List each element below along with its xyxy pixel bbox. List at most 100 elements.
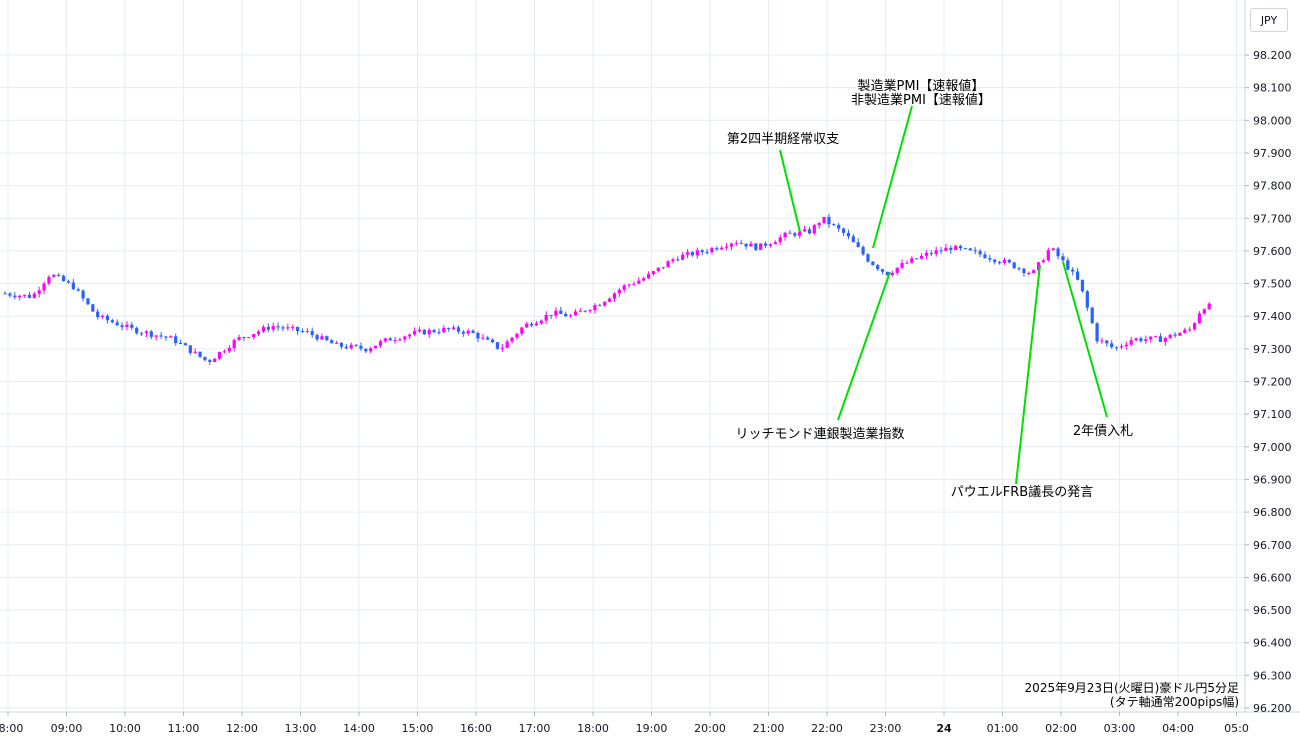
candle-body — [939, 250, 943, 252]
candle-body — [637, 280, 641, 284]
candle-body — [1075, 271, 1080, 280]
candle-body — [1124, 344, 1128, 347]
chart-caption-line1: 2025年9月23日(火曜日)豪ドル円5分足 — [1025, 680, 1239, 695]
candle-body — [217, 352, 222, 359]
candle-body — [924, 252, 929, 256]
candle-body — [724, 246, 729, 248]
y-tick-label: 96.200 — [1253, 702, 1292, 715]
candle-body — [159, 335, 163, 337]
candle-body — [895, 267, 899, 273]
y-tick-label: 97.000 — [1253, 441, 1292, 454]
candle-body — [330, 340, 334, 344]
candle-body — [671, 259, 675, 262]
candle-body — [471, 330, 475, 333]
candle-body — [627, 284, 631, 286]
candle-body — [705, 252, 709, 254]
candle-body — [447, 327, 451, 329]
candle-body — [203, 356, 207, 361]
candle-body — [344, 346, 348, 349]
candle-body — [276, 326, 280, 328]
candle-body — [408, 334, 412, 337]
candle-body — [851, 236, 855, 243]
candle-body — [876, 265, 880, 270]
candle-body — [812, 225, 816, 234]
candle-body — [364, 348, 368, 352]
candle-body — [432, 330, 436, 333]
y-tick-label: 98.200 — [1253, 49, 1292, 62]
candle-body — [339, 342, 344, 347]
candle-body — [1119, 346, 1124, 348]
candle-body — [539, 320, 543, 324]
candle-body — [393, 339, 397, 341]
candle-body — [1002, 259, 1007, 263]
candle-body — [715, 248, 719, 250]
candle-body — [681, 254, 685, 260]
y-tick-label: 97.400 — [1253, 310, 1292, 323]
candle-body — [1036, 262, 1041, 271]
x-tick-label: 04:00 — [1162, 722, 1194, 735]
candle-body — [486, 337, 490, 340]
candle-body — [646, 274, 651, 279]
y-tick-label: 96.500 — [1253, 604, 1292, 617]
candle-body — [369, 348, 373, 352]
candle-body — [880, 269, 885, 272]
y-tick-label: 96.400 — [1253, 637, 1292, 650]
candle-body — [1188, 329, 1192, 331]
candle-body — [149, 331, 153, 337]
candle-body — [578, 310, 582, 312]
x-tick-label: 23:00 — [870, 722, 902, 735]
y-axis: 98.200 98.100 98.000 97.900 97.800 97.700 97.6… — [1245, 49, 1292, 715]
y-tick-label: 96.700 — [1253, 539, 1292, 552]
candle-body — [188, 345, 192, 353]
candle-body — [954, 245, 958, 251]
x-tick-label: 12:00 — [226, 722, 258, 735]
candle-body — [315, 335, 319, 340]
y-tick-label: 98.000 — [1253, 114, 1292, 127]
candle-body — [963, 248, 968, 250]
x-tick-label: 18:00 — [577, 722, 609, 735]
candle-body — [18, 295, 22, 298]
candle-body — [1090, 307, 1094, 324]
candle-body — [256, 331, 261, 335]
candle-body — [232, 339, 236, 349]
candle-body — [139, 333, 144, 335]
candle-body — [622, 285, 626, 290]
candle-body — [22, 294, 27, 296]
candle-body — [1173, 334, 1177, 336]
candle-body — [949, 247, 953, 251]
candle-body — [57, 274, 61, 276]
candles — [3, 213, 1211, 366]
candle-body — [544, 314, 548, 321]
candle-body — [1144, 339, 1148, 341]
candle-body — [61, 275, 66, 282]
candle-body — [1153, 336, 1158, 338]
candle-body — [958, 245, 963, 249]
x-tick-label: 16:00 — [460, 722, 492, 735]
candle-body — [37, 290, 41, 294]
candle-body — [739, 243, 743, 245]
candle-body — [515, 333, 519, 338]
candle-body — [13, 295, 17, 298]
currency-badge[interactable]: JPY — [1250, 8, 1288, 32]
candle-body — [135, 327, 139, 334]
candle-body — [144, 331, 149, 334]
candle-body — [568, 315, 573, 317]
candle-body — [81, 290, 85, 299]
x-axis: 8:00 09:00 10:00 11:00 12:00 13:00 14:00 15:00 1… — [0, 712, 1249, 735]
candle-body — [802, 229, 807, 232]
candle-body — [266, 326, 270, 330]
candle-body — [437, 332, 441, 334]
candle-body — [1051, 248, 1055, 251]
candle-body — [32, 293, 36, 298]
y-tick-label: 96.800 — [1253, 506, 1292, 519]
candle-body — [710, 248, 714, 253]
candle-body — [1017, 268, 1021, 270]
candle-body — [286, 327, 290, 329]
candle-body — [291, 326, 295, 328]
y-tick-label: 97.700 — [1253, 212, 1292, 225]
candle-body — [1158, 336, 1163, 342]
candle-body — [944, 247, 948, 251]
candle-body — [222, 351, 227, 353]
candle-body — [505, 341, 509, 348]
candle-body — [798, 231, 802, 236]
